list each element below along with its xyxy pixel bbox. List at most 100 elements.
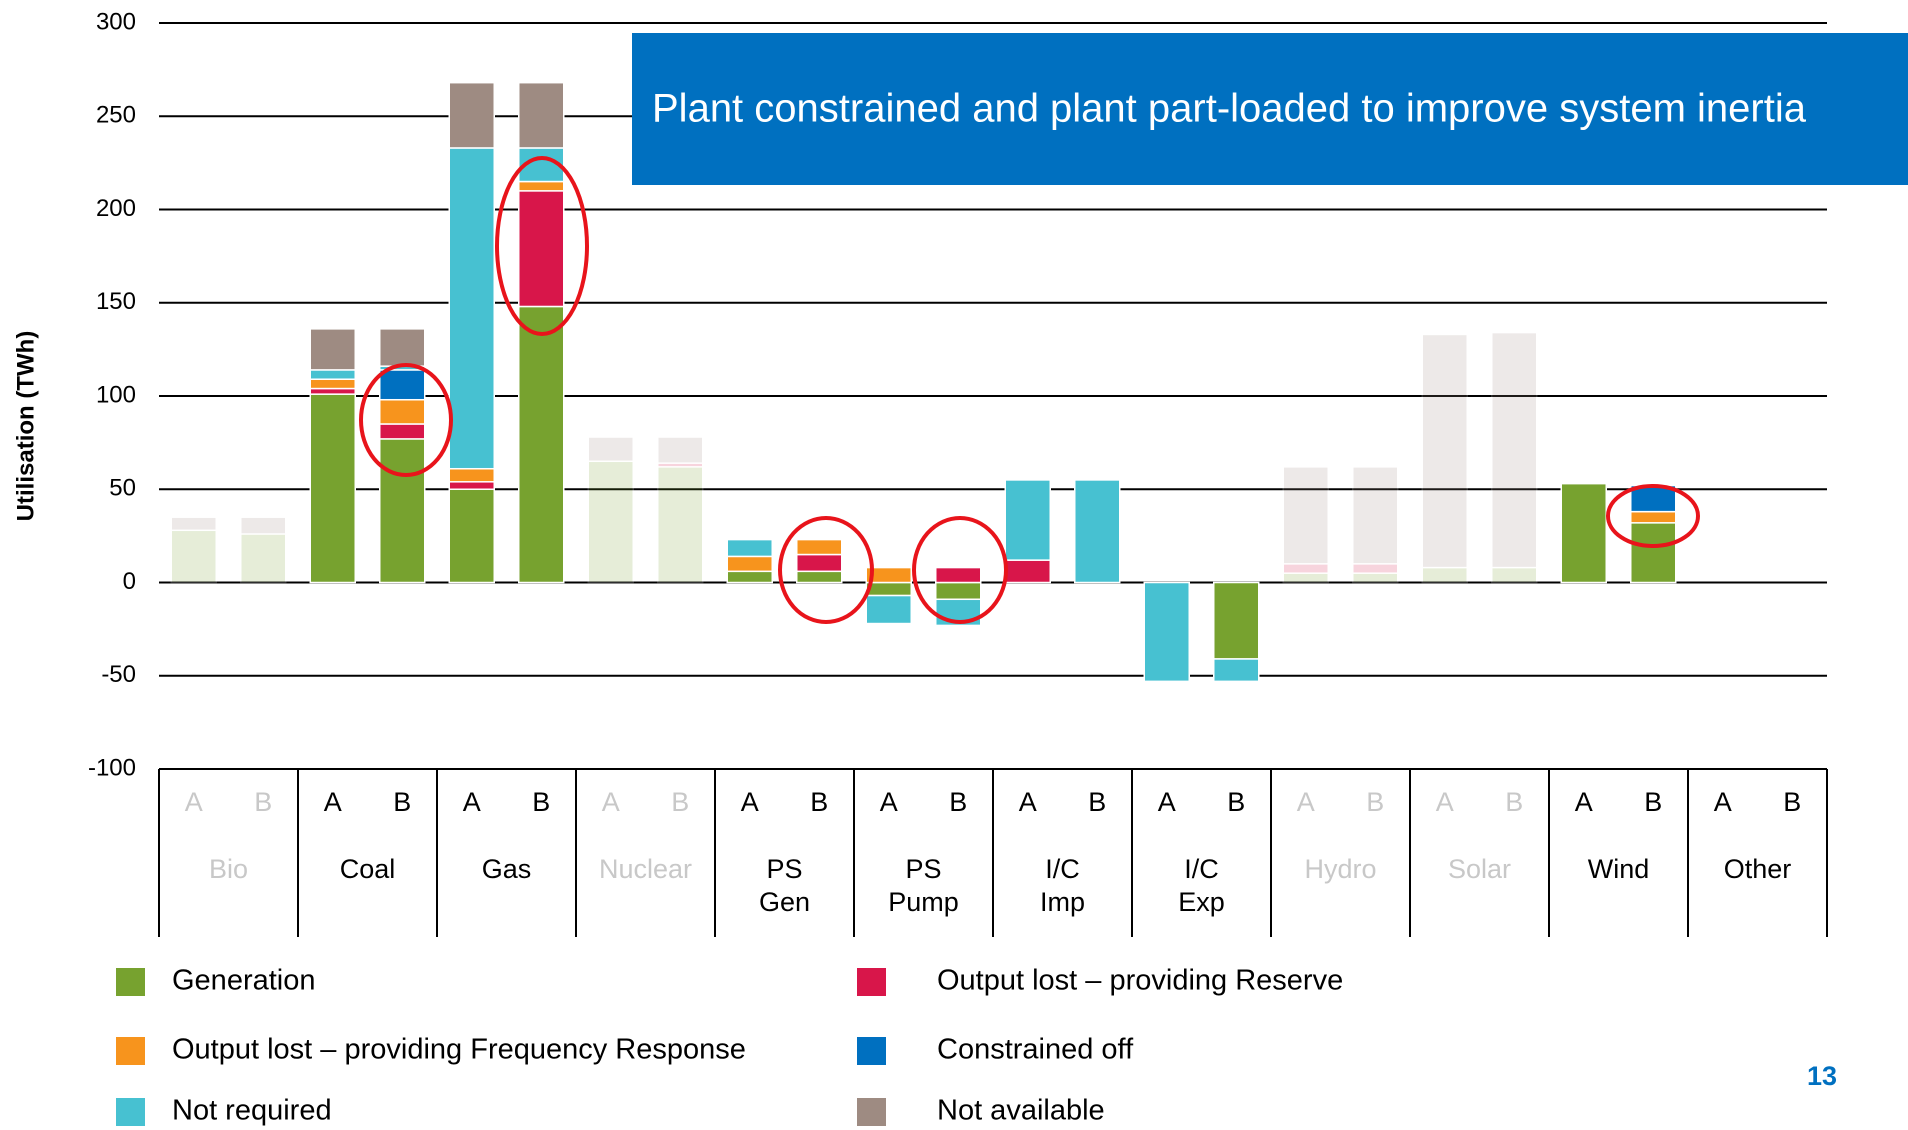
x-tick-label: B: [671, 787, 689, 817]
group-label: Solar: [1448, 854, 1511, 884]
highlight-circle: [778, 516, 874, 624]
bar-segment: [1213, 581, 1260, 660]
bar-segment: [726, 538, 773, 558]
highlight-circle: [912, 516, 1008, 624]
y-tick-label: -50: [101, 661, 136, 688]
legend: Generation Output lost – providing Reserv…: [116, 965, 1343, 1127]
bar-segment: [309, 387, 356, 395]
page-number: 13: [1807, 1061, 1837, 1091]
x-tick-label: B: [1644, 787, 1662, 817]
x-tick-label: A: [880, 787, 898, 817]
y-tick-label: -100: [88, 754, 136, 781]
bar-segment: [796, 538, 843, 556]
group-label: Coal: [340, 854, 396, 884]
bar-segment: [1074, 479, 1121, 584]
bar-segment: [865, 566, 912, 584]
x-tick-label: A: [1714, 787, 1732, 817]
bar-segment: [1004, 559, 1051, 584]
bar-segment: [1630, 484, 1677, 513]
bar-segment: [309, 369, 356, 380]
bar-segment: [448, 81, 495, 149]
legend-label: Output lost – providing Frequency Respon…: [172, 1034, 746, 1066]
y-tick-label: 100: [96, 381, 136, 408]
bar-segment: [1421, 333, 1468, 569]
bar-segment: [1352, 572, 1399, 584]
bar-segment: [379, 398, 426, 425]
bar-segment: [1421, 566, 1468, 584]
group-label: Pump: [888, 887, 959, 917]
y-tick-label: 250: [96, 102, 136, 129]
bar-segment: [587, 436, 634, 463]
bar-segment: [1143, 581, 1190, 683]
group-label: I/C: [1045, 854, 1080, 884]
bar-segment: [309, 328, 356, 371]
annotation-box: [632, 33, 1908, 185]
group-label: Gas: [482, 854, 532, 884]
bar-segment: [1213, 658, 1260, 683]
x-tick-label: A: [1297, 787, 1315, 817]
group-label: Hydro: [1304, 854, 1376, 884]
bar-segment: [448, 467, 495, 483]
bar-segment: [448, 481, 495, 491]
group-label: Nuclear: [599, 854, 692, 884]
y-tick-label: 50: [109, 475, 136, 502]
group-label: Bio: [209, 854, 248, 884]
bar-segment: [1282, 466, 1329, 565]
bar-segment: [379, 328, 426, 367]
x-tick-label: B: [254, 787, 272, 817]
bar-segment: [726, 570, 773, 584]
legend-swatch: [857, 1037, 886, 1065]
highlight-circle: [495, 156, 589, 336]
bar-segment: [935, 581, 982, 601]
x-tick-label: A: [1436, 787, 1454, 817]
bar-segment: [1004, 479, 1051, 561]
highlight-circle: [359, 363, 453, 477]
y-tick-label: 200: [96, 195, 136, 222]
y-tick-label: 300: [96, 8, 136, 35]
bar-segment: [865, 581, 912, 597]
bar-segment: [1282, 572, 1329, 584]
bar-segment: [865, 594, 912, 625]
x-tick-label: A: [1575, 787, 1593, 817]
x-tick-label: B: [1366, 787, 1384, 817]
y-tick-label: 150: [96, 288, 136, 315]
x-tick-label: A: [1158, 787, 1176, 817]
bar-segment: [170, 516, 217, 532]
legend-swatch: [116, 968, 145, 996]
bar-segment: [1352, 466, 1399, 565]
bar-segment: [935, 566, 982, 584]
bar-segment: [170, 529, 217, 584]
highlight-circle: [1606, 484, 1700, 548]
group-label: Gen: [759, 887, 810, 917]
bar-segment: [796, 553, 843, 573]
x-tick-label: B: [1505, 787, 1523, 817]
bar-segment: [240, 533, 287, 584]
legend-swatch: [116, 1098, 145, 1126]
bar-segment: [379, 438, 426, 584]
legend-label: Not required: [172, 1095, 332, 1127]
bars: [170, 81, 1677, 683]
highlight-circles: [359, 156, 1700, 624]
bar-segment: [1352, 563, 1399, 574]
x-tick-label: B: [1783, 787, 1801, 817]
legend-swatch: [857, 1098, 886, 1126]
bar-segment: [1282, 563, 1329, 574]
bar-segment: [379, 369, 426, 401]
bar-segment: [726, 555, 773, 573]
x-tick-label: A: [463, 787, 481, 817]
bar-segment: [518, 81, 565, 149]
bar-segment: [796, 570, 843, 584]
legend-swatch: [116, 1037, 145, 1065]
group-label: Wind: [1588, 854, 1650, 884]
x-tick-label: B: [810, 787, 828, 817]
group-label: PS: [905, 854, 941, 884]
bar-segment: [1560, 482, 1607, 584]
bar-segment: [1491, 566, 1538, 584]
bar-segment: [379, 423, 426, 440]
bar-segment: [309, 393, 356, 584]
group-label: Imp: [1040, 887, 1085, 917]
legend-label: Constrained off: [937, 1034, 1134, 1066]
y-tick-label: 0: [123, 568, 136, 595]
y-axis-label: Utilisation (TWh): [12, 331, 39, 522]
bar-segment: [309, 378, 356, 390]
